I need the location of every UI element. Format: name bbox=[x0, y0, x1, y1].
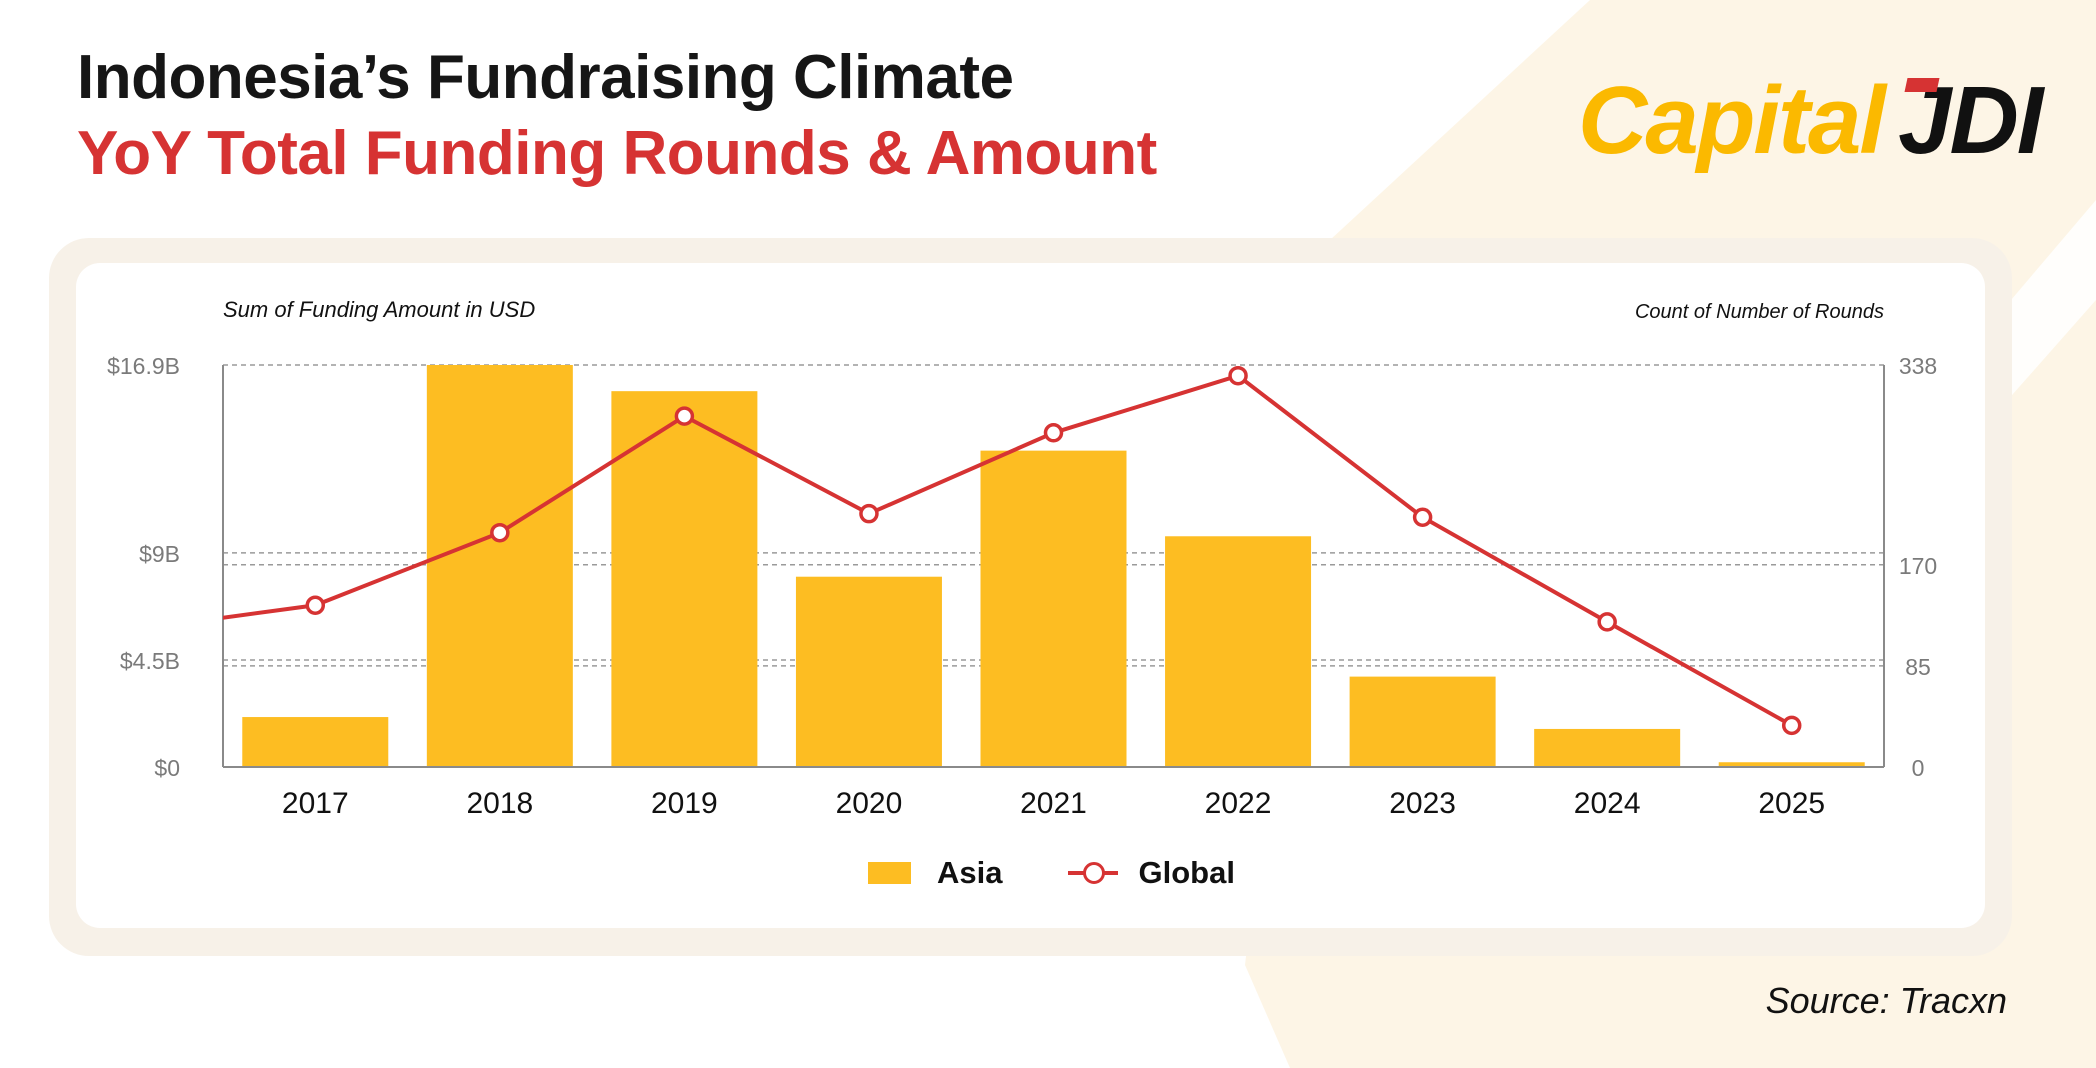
bar-2017 bbox=[242, 717, 389, 767]
global-point-2024 bbox=[1597, 612, 1617, 632]
left-tick-label: $0 bbox=[154, 755, 180, 781]
x-tick-label: 2022 bbox=[1205, 787, 1272, 820]
global-point-2017 bbox=[305, 595, 326, 615]
bar-2019 bbox=[611, 391, 758, 767]
source-note: Source: Tracxn bbox=[1765, 980, 2007, 1021]
logo-text-capital: Capital bbox=[1578, 67, 1886, 174]
x-tick-label: 2023 bbox=[1389, 787, 1456, 820]
bar-2021 bbox=[980, 450, 1127, 767]
x-tick-label: 2018 bbox=[466, 787, 533, 820]
left-tick-label: $9B bbox=[139, 541, 180, 567]
legend-marker-global bbox=[1068, 862, 1119, 884]
x-tick-label: 2019 bbox=[651, 787, 718, 820]
chart-legend: Asia Global bbox=[868, 855, 1235, 891]
right-tick-label: 0 bbox=[1912, 755, 1925, 781]
right-tick-label: 338 bbox=[1899, 353, 1937, 379]
left-tick-label: $16.9B bbox=[107, 353, 180, 379]
right-tick-label: 170 bbox=[1899, 553, 1937, 579]
logo-text-jdi: JDI bbox=[1898, 66, 2043, 176]
global-point-2019 bbox=[674, 406, 695, 426]
global-point-2021 bbox=[1043, 423, 1064, 443]
bar-2020 bbox=[795, 576, 942, 767]
page-title: Indonesia’s Fundraising Climate bbox=[77, 43, 1014, 112]
global-point-2025 bbox=[1781, 715, 1802, 736]
page-subtitle: YoY Total Funding Rounds & Amount bbox=[77, 119, 1157, 188]
left-tick-label: $4.5B bbox=[120, 648, 180, 674]
bar-2022 bbox=[1165, 536, 1312, 767]
global-point-2018 bbox=[490, 522, 510, 543]
legend-swatch-asia bbox=[868, 862, 911, 884]
left-axis-title: Sum of Funding Amount in USD bbox=[223, 297, 536, 322]
bar-2018 bbox=[426, 365, 573, 767]
x-tick-label: 2024 bbox=[1574, 787, 1641, 820]
global-line bbox=[223, 373, 1793, 728]
global-point-2020 bbox=[859, 503, 879, 524]
x-tick-label: 2017 bbox=[282, 787, 349, 820]
bar-2023 bbox=[1349, 676, 1496, 767]
capital-jdi-logo: Capital JDI bbox=[1578, 66, 2043, 176]
right-axis-title: Count of Number of Rounds bbox=[1634, 301, 1884, 323]
global-point-2023 bbox=[1412, 507, 1433, 527]
global-point-2022 bbox=[1228, 365, 1248, 386]
legend-label-global: Global bbox=[1138, 855, 1235, 890]
right-tick-label: 85 bbox=[1905, 654, 1931, 680]
bar-2024 bbox=[1534, 728, 1681, 767]
x-tick-label: 2020 bbox=[836, 787, 903, 820]
bar-2025 bbox=[1718, 762, 1865, 767]
x-tick-label: 2025 bbox=[1758, 787, 1825, 820]
legend-label-asia: Asia bbox=[937, 855, 1003, 890]
x-tick-label: 2021 bbox=[1020, 787, 1087, 820]
